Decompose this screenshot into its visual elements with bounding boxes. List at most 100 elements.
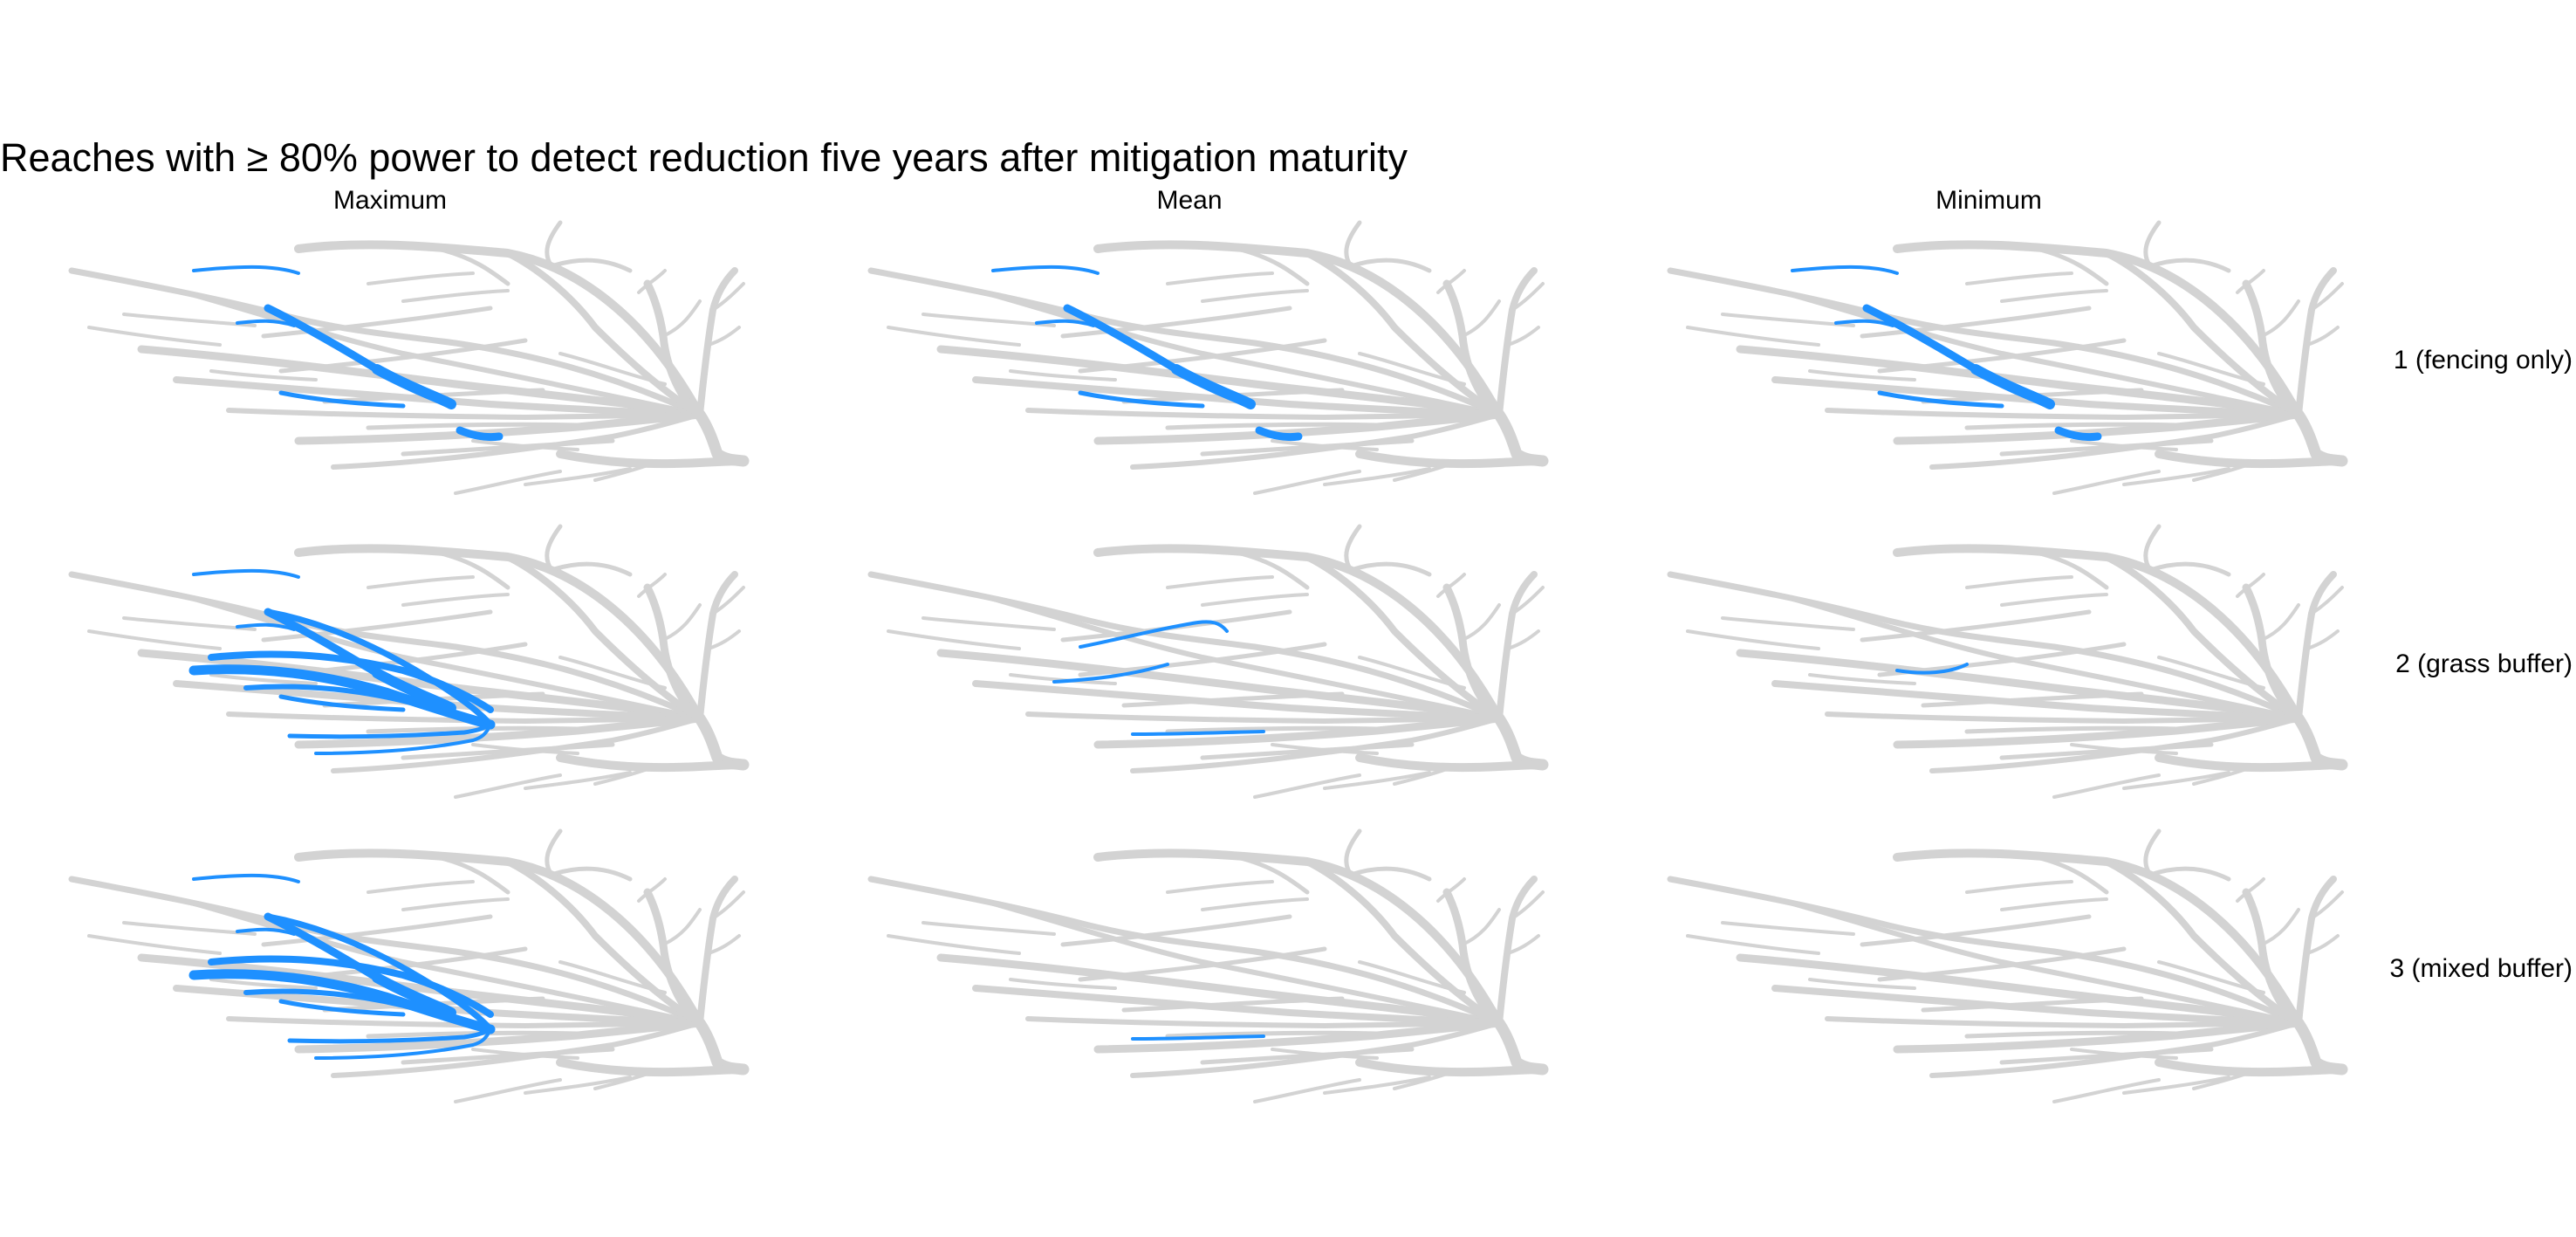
river-segment-21	[2295, 876, 2337, 1027]
river-segment-34	[471, 439, 579, 451]
river-segment-26	[2052, 773, 2161, 799]
river-segment-29	[87, 326, 222, 347]
river-segment-23	[707, 629, 741, 650]
river-segment-23	[707, 934, 741, 955]
powered-reach-r6	[456, 426, 504, 442]
river-segment-27	[2122, 1076, 2230, 1095]
map-panel-r1-c1	[68, 220, 750, 495]
river-segment-34	[471, 743, 579, 755]
column-label-mean: Mean	[1156, 186, 1223, 215]
river-segment-23	[2305, 326, 2340, 347]
river-segment-35	[1393, 767, 1449, 786]
river-segment-19	[637, 269, 667, 294]
river-segment-2	[982, 898, 1502, 1026]
river-segment-24	[2292, 409, 2348, 467]
river-segment-33	[2157, 960, 2265, 994]
river-segment-27	[524, 467, 632, 486]
powered-reach-r8	[208, 955, 494, 1018]
river-segment-16	[1348, 258, 1432, 273]
river-segment-28	[921, 921, 1056, 936]
river-segment-3	[936, 649, 1504, 723]
powered-reach-r2	[1970, 364, 2055, 409]
river-segment-31	[1166, 575, 1274, 589]
river-segment-22	[1511, 890, 1545, 920]
river-segment-22	[711, 282, 745, 312]
river-segment-6	[294, 410, 704, 445]
river-segment-10	[1921, 996, 2144, 1013]
powered-reach-r4	[1834, 319, 1894, 327]
river-segment-31	[367, 880, 475, 894]
river-segment-24	[2292, 1017, 2348, 1076]
river-segment-19	[637, 573, 667, 598]
powered-reach-r1	[1063, 304, 1181, 374]
river-segment-30	[1808, 369, 1916, 381]
river-segment-17	[1235, 855, 1310, 895]
river-segment-22	[2310, 282, 2344, 312]
river-segment-33	[558, 960, 667, 994]
river-segment-15	[2143, 828, 2162, 877]
powered-reach-r6	[2054, 426, 2102, 442]
river-segment-8	[1060, 306, 1292, 339]
river-segment-30	[1808, 978, 1916, 990]
river-segment-10	[1921, 691, 2144, 708]
river-segment-2	[1781, 898, 2301, 1026]
river-segment-25	[2155, 753, 2346, 773]
river-segment-33	[1358, 656, 1466, 690]
river-segment-15	[2143, 524, 2162, 573]
river-segment-11	[1964, 1030, 2179, 1039]
river-segment-29	[887, 629, 1021, 650]
river-segment-12	[1999, 438, 2214, 457]
river-segment-24	[1493, 1017, 1549, 1076]
river-segment-23	[1506, 934, 1540, 955]
river-segment-31	[1965, 271, 2073, 285]
powered-reaches	[1791, 265, 2102, 442]
river-segment-15	[2143, 220, 2162, 269]
powered-reach-r10	[264, 913, 494, 1033]
river-segment-10	[1121, 996, 1345, 1013]
river-segment-20	[1461, 908, 1501, 946]
chart-title: Reaches with ≥ 80% power to detect reduc…	[0, 135, 1408, 180]
river-segment-8	[1860, 609, 2092, 643]
river-segment-14	[2103, 250, 2302, 418]
powered-reaches	[188, 568, 496, 755]
row-label-mixed: 3 (mixed buffer)	[2389, 954, 2573, 983]
river-segment-33	[2157, 656, 2265, 690]
powered-reach-r12	[314, 723, 492, 755]
powered-reaches	[192, 265, 504, 442]
river-segment-12	[401, 1047, 615, 1065]
river-network	[867, 220, 1549, 495]
river-segment-30	[209, 673, 318, 685]
river-segment-9	[1078, 338, 1327, 374]
river-segment-29	[87, 629, 222, 650]
river-segment-11	[366, 1030, 580, 1039]
map-panel-r2-c1	[68, 524, 750, 799]
powered-reach-r9	[243, 684, 493, 727]
river-segment-15	[1344, 220, 1362, 269]
river-segment-14	[1304, 250, 1503, 418]
river-segment-27	[524, 1076, 632, 1095]
river-segment-16	[1348, 866, 1432, 882]
river-segment-9	[1078, 946, 1327, 982]
river-segment-25	[556, 753, 748, 773]
river-segment-22	[1511, 282, 1545, 312]
river-segment-18	[2242, 888, 2303, 1027]
powered-reaches	[991, 265, 1303, 442]
river-segment-11	[1165, 422, 1380, 430]
powered-reach-r3	[192, 568, 300, 579]
river-segment-2	[182, 594, 702, 721]
river-segment-2	[982, 290, 1502, 417]
river-segment-15	[1344, 524, 1362, 573]
river-segment-19	[2236, 573, 2265, 598]
map-panel-r1-c2	[867, 220, 1549, 495]
river-segment-20	[1461, 299, 1501, 338]
river-segment-30	[1009, 369, 1117, 381]
river-segment-24	[1493, 409, 1549, 467]
powered-reach-r5	[278, 694, 406, 712]
river-segment-17	[435, 550, 510, 590]
map-panel-r3-c2	[867, 828, 1549, 1103]
powered-reach-r4	[1035, 319, 1095, 327]
river-segment-20	[2260, 603, 2300, 642]
powered-reach-r2	[1171, 364, 1256, 409]
river-segment-26	[2052, 470, 2161, 495]
river-segment-6	[1093, 410, 1504, 445]
